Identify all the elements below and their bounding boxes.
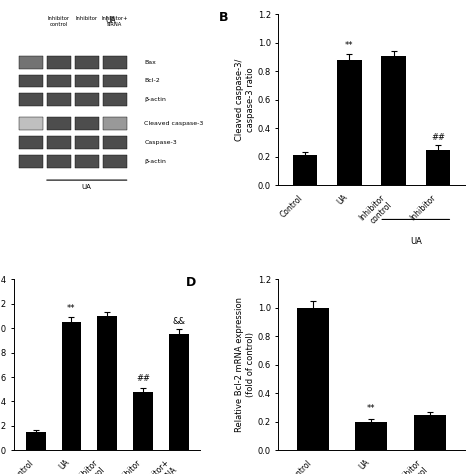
Text: **: ** — [367, 404, 376, 413]
FancyBboxPatch shape — [102, 74, 127, 87]
Text: D: D — [185, 276, 196, 289]
FancyBboxPatch shape — [47, 93, 71, 106]
Text: **: ** — [345, 41, 354, 50]
Y-axis label: Relative Bcl-2 mRNA expression
(fold of control): Relative Bcl-2 mRNA expression (fold of … — [235, 297, 255, 432]
FancyBboxPatch shape — [47, 74, 71, 87]
FancyBboxPatch shape — [75, 93, 99, 106]
FancyBboxPatch shape — [75, 117, 99, 130]
Bar — [382, 55, 406, 185]
FancyBboxPatch shape — [19, 136, 43, 149]
FancyBboxPatch shape — [19, 93, 43, 106]
Text: **: ** — [67, 304, 76, 313]
Text: Bax: Bax — [145, 60, 156, 64]
FancyBboxPatch shape — [47, 117, 71, 130]
FancyBboxPatch shape — [75, 155, 99, 168]
FancyBboxPatch shape — [75, 136, 99, 149]
FancyBboxPatch shape — [102, 55, 127, 69]
Bar — [337, 60, 362, 185]
Text: UA: UA — [106, 16, 116, 25]
Bar — [62, 322, 82, 450]
Text: ##: ## — [136, 374, 150, 383]
Text: &&: && — [173, 317, 185, 326]
Text: β-actin: β-actin — [145, 159, 166, 164]
Text: UA: UA — [82, 183, 92, 190]
Bar — [133, 392, 153, 450]
FancyBboxPatch shape — [102, 136, 127, 149]
FancyBboxPatch shape — [19, 155, 43, 168]
Bar — [169, 334, 189, 450]
Text: B: B — [219, 11, 228, 24]
FancyBboxPatch shape — [47, 55, 71, 69]
Text: Inhibitor: Inhibitor — [76, 16, 98, 21]
Text: Bcl-2: Bcl-2 — [145, 78, 160, 83]
Text: Inhibitor+
siRNA: Inhibitor+ siRNA — [101, 16, 128, 27]
FancyBboxPatch shape — [47, 155, 71, 168]
Bar — [414, 415, 446, 450]
Text: Cleaved caspase-3: Cleaved caspase-3 — [145, 121, 204, 126]
Bar — [426, 150, 450, 185]
Text: β-actin: β-actin — [145, 97, 166, 102]
Y-axis label: Cleaved caspase-3/
caspase-3 ratio: Cleaved caspase-3/ caspase-3 ratio — [235, 58, 255, 141]
Bar — [356, 422, 387, 450]
Bar — [26, 432, 46, 450]
Text: ##: ## — [431, 134, 445, 143]
FancyBboxPatch shape — [47, 136, 71, 149]
FancyBboxPatch shape — [75, 74, 99, 87]
Bar — [98, 316, 117, 450]
Text: Inhibitor
control: Inhibitor control — [48, 16, 70, 27]
Bar — [297, 308, 329, 450]
FancyBboxPatch shape — [19, 117, 43, 130]
FancyBboxPatch shape — [19, 74, 43, 87]
FancyBboxPatch shape — [102, 155, 127, 168]
FancyBboxPatch shape — [75, 55, 99, 69]
FancyBboxPatch shape — [102, 93, 127, 106]
Text: Caspase-3: Caspase-3 — [145, 140, 177, 145]
Bar — [293, 155, 317, 185]
FancyBboxPatch shape — [19, 55, 43, 69]
Text: UA: UA — [410, 237, 422, 246]
FancyBboxPatch shape — [102, 117, 127, 130]
